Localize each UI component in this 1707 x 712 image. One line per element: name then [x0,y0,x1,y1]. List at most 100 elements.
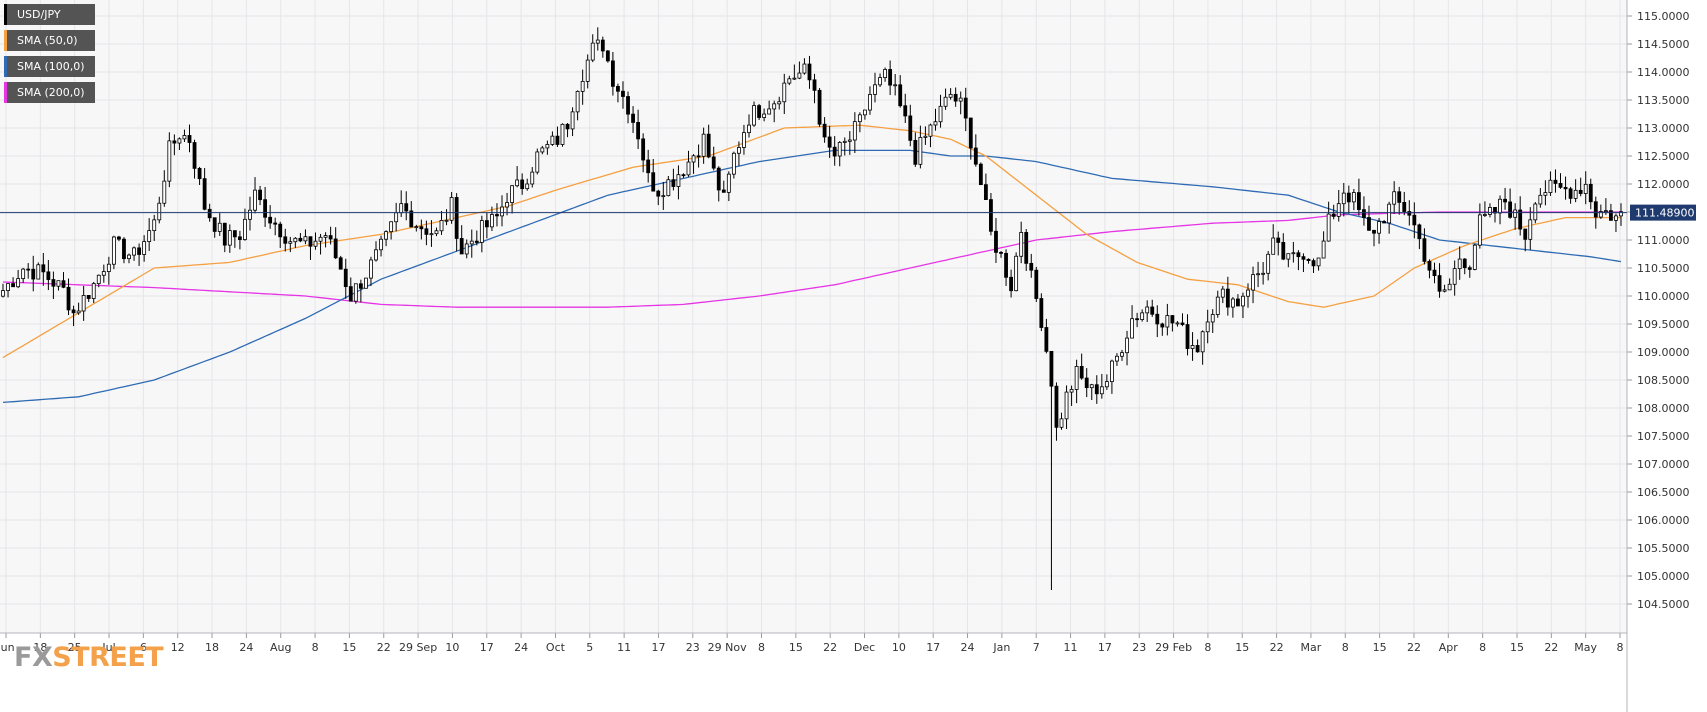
candle-up [1392,191,1397,205]
candle-down [1236,298,1240,307]
candle-down [1588,183,1593,203]
candle-up [16,278,21,288]
candle-up [857,114,862,123]
candle-down [888,69,893,86]
candle-down [454,197,459,239]
candle-up [1548,179,1553,194]
candle-up [1140,312,1145,320]
x-tick-label: 8 [1342,641,1349,654]
candle-up [837,142,842,157]
y-tick-label: 106.0000 [1637,514,1690,527]
candle-down [424,228,429,235]
candle-down [817,89,822,125]
candle-up [777,101,782,105]
x-tick-label: 11 [617,641,631,654]
candle-up [1341,192,1346,205]
candle-up [243,218,247,240]
candle-down [757,105,761,118]
candle-up [792,77,797,80]
candle-up [479,220,484,243]
candle-up [1533,203,1538,221]
candle-down [31,268,36,280]
candle-down [983,184,988,200]
candle-down [278,223,283,238]
candle-up [863,109,867,116]
x-tick-label: Aug [270,641,291,654]
candle-down [616,85,620,92]
candle-up [1498,198,1502,214]
candle-down [641,138,646,161]
candle-up [550,135,555,145]
candle-down [1578,189,1583,194]
candle-up [933,121,938,126]
candle-up [1477,214,1482,246]
legend-item-usdjpy[interactable]: USD/JPY [4,4,95,25]
candle-up [1099,386,1104,395]
candle-up [918,137,923,165]
candle-down [268,216,273,224]
candle-up [1256,273,1260,276]
candle-down [46,271,51,280]
x-tick-label: 24 [239,641,253,654]
candle-up [177,138,182,144]
logo-street: STREET [52,642,164,673]
candle-up [444,219,449,222]
candle-up [590,42,595,61]
candle-up [217,222,222,232]
candle-up [852,121,857,141]
candle-up [429,233,434,236]
candle-up [1190,345,1195,349]
x-tick-label: 22 [1544,641,1558,654]
candle-down [273,222,278,225]
candle-down [263,199,268,218]
candle-up [1120,352,1124,357]
candle-up [943,96,948,107]
x-tick-label: 29 Nov [708,641,747,654]
legend-swatch [4,30,7,51]
candle-up [364,277,368,289]
y-tick-label: 108.5000 [1637,374,1690,387]
candle-up [752,105,756,126]
candle-up [1074,366,1079,390]
candle-up [414,226,419,229]
candle-up [1069,389,1074,393]
candle-down [711,156,716,169]
candle-up [76,310,81,314]
x-tick-label: 29 Feb [1155,641,1192,654]
candle-down [1518,209,1523,230]
candle-up [1387,203,1392,224]
candle-up [883,69,887,78]
x-tick-label: 18 [33,641,47,654]
candle-up [288,241,293,244]
candle-down [338,257,343,270]
candle-up [676,174,681,187]
candle-up [873,84,877,95]
candle-up [505,202,509,208]
candle-down [1079,366,1084,379]
candle-up [1598,211,1603,218]
candle-up [1200,331,1205,353]
candle-down [610,60,615,87]
candle-up [1,290,5,297]
candle-down [232,230,237,238]
candle-up [580,80,585,92]
legend-item-sma200[interactable]: SMA (200,0) [4,82,95,103]
sma100-line [2,149,1622,404]
legend-item-sma50[interactable]: SMA (50,0) [4,30,95,51]
current-price-label: 111.48900 [1635,207,1695,220]
candle-down [1170,315,1175,324]
candle-down [419,226,424,230]
candle-up [374,249,378,261]
candle-down [636,122,641,140]
candle-up [737,147,741,154]
candle-down [358,283,363,289]
candle-down [207,208,212,219]
candle-down [721,189,726,193]
candle-up [802,63,807,74]
current-price-tag [1630,204,1696,221]
candle-down [283,236,288,244]
candle-up [1241,295,1245,307]
candle-up [1573,189,1578,199]
legend-item-sma100[interactable]: SMA (100,0) [4,56,95,77]
candle-up [1215,296,1220,315]
